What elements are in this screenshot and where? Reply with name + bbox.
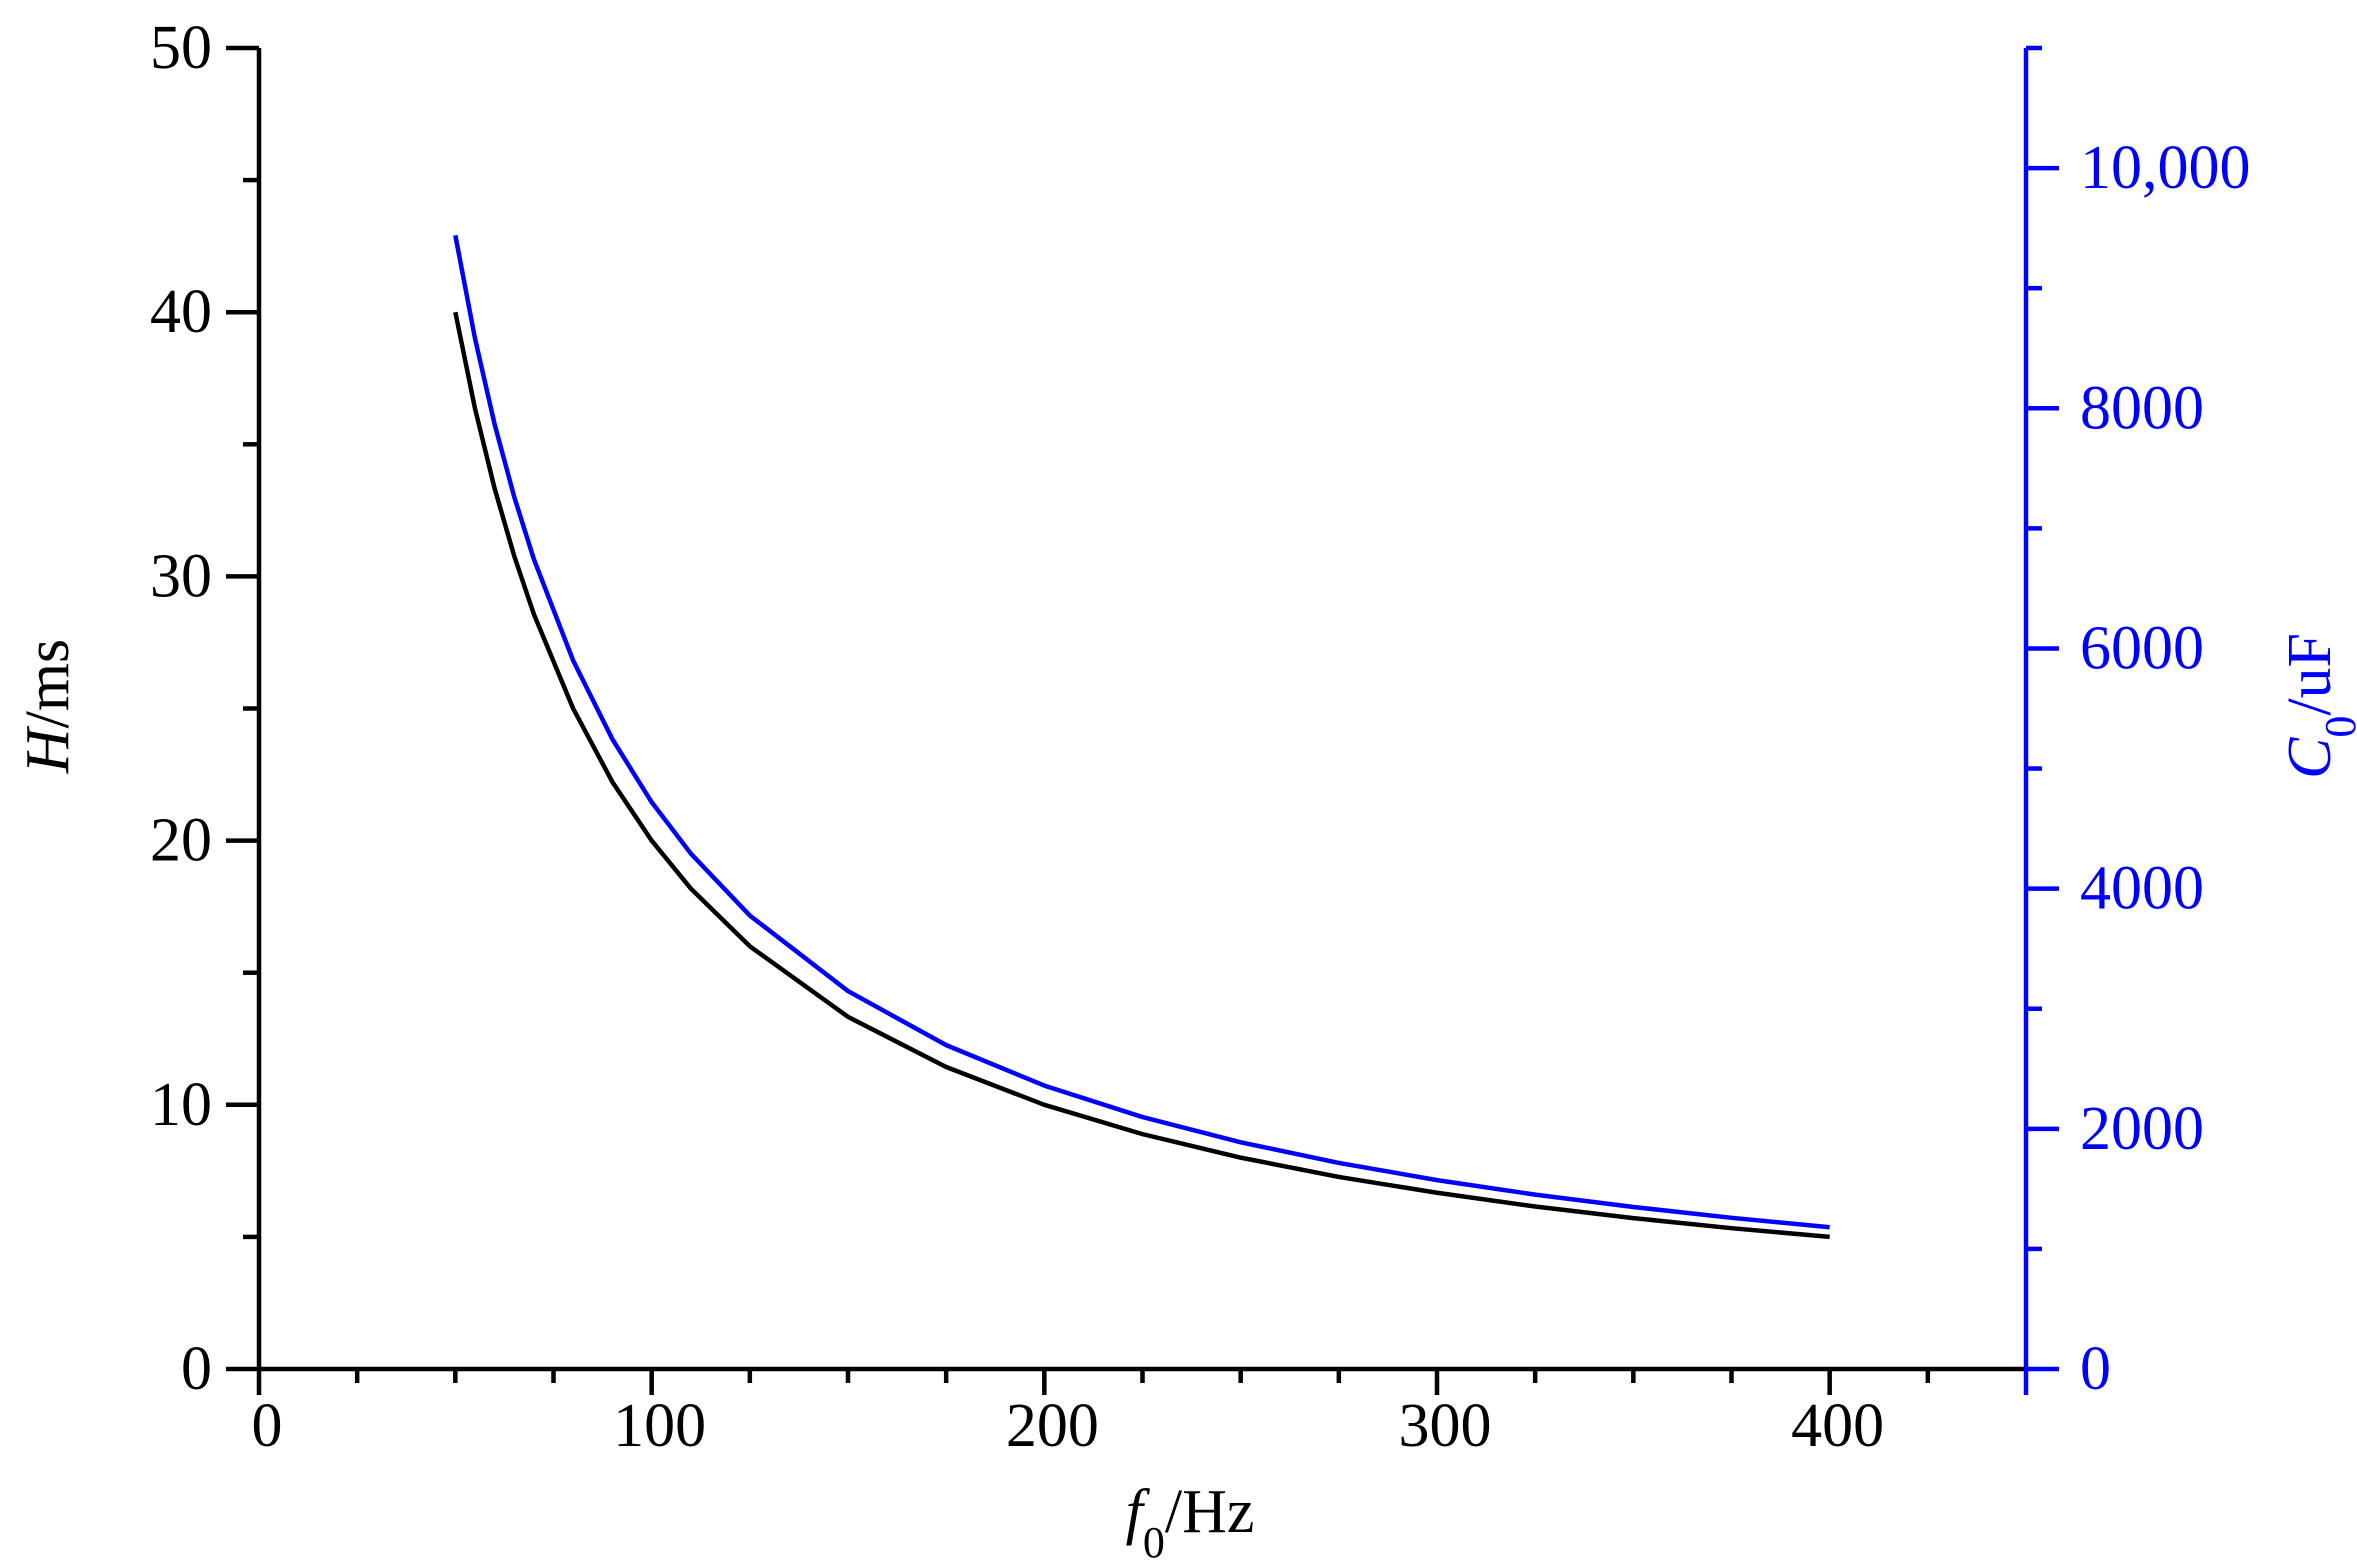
y2-label-unit: /uF xyxy=(2276,633,2344,716)
series-line xyxy=(453,311,1830,1240)
y-tick-label: 0 xyxy=(181,1335,212,1403)
y-axis-label: H/ms xyxy=(14,639,82,774)
x-tick-label: 300 xyxy=(1399,1392,1492,1460)
x-tick-label: 0 xyxy=(252,1392,283,1460)
x-tick-label: 200 xyxy=(1006,1392,1099,1460)
y2-tick-label: 10,000 xyxy=(2080,134,2251,202)
x-label-unit: /Hz xyxy=(1165,1478,1255,1546)
y2-tick-label: 2000 xyxy=(2080,1095,2204,1163)
y-tick-label: 50 xyxy=(150,14,212,82)
y-tick-label: 10 xyxy=(150,1071,212,1139)
y2-tick-label: 4000 xyxy=(2080,855,2204,923)
y-label-unit: /ms xyxy=(14,639,82,729)
y2-label-subscript: 0 xyxy=(2316,716,2357,738)
y-tick-label: 30 xyxy=(150,542,212,610)
series-line xyxy=(453,234,1830,1230)
y-tick-label: 40 xyxy=(150,278,212,346)
y-tick-label: 20 xyxy=(150,807,212,875)
y2-label-symbol: C xyxy=(2276,737,2344,779)
y-label-symbol: H xyxy=(14,725,82,774)
y2-axis-label: C0/uF xyxy=(2276,633,2357,779)
y2-tick-label: 6000 xyxy=(2080,614,2204,682)
x-tick-label: 100 xyxy=(613,1392,706,1460)
x-tick-label: 400 xyxy=(1791,1392,1884,1460)
x-axis-label: f0/Hz xyxy=(1126,1478,1255,1563)
y2-tick-label: 8000 xyxy=(2080,374,2204,442)
y2-tick-label: 0 xyxy=(2080,1335,2111,1403)
x-label-subscript: 0 xyxy=(1143,1518,1165,1563)
